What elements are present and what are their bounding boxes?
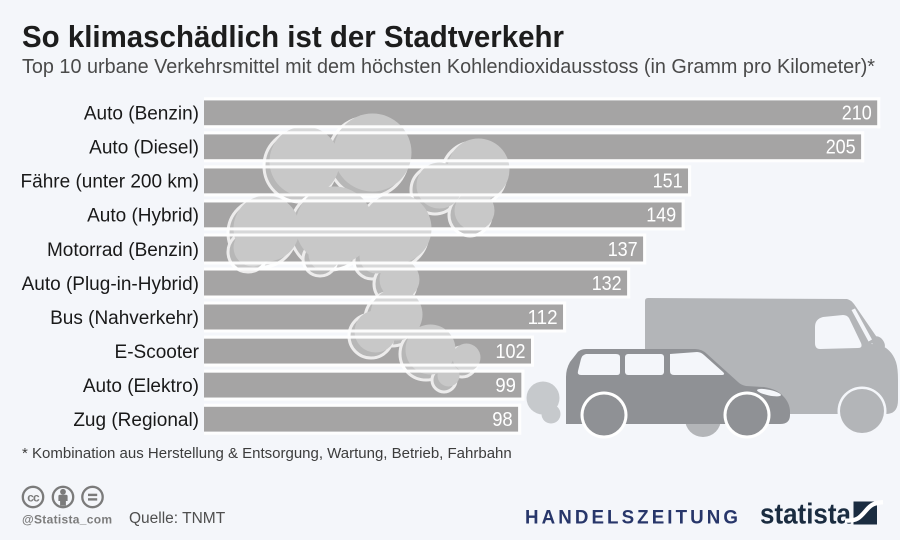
svg-text:statista: statista [760, 499, 852, 531]
svg-text:Bus (Nahverkehr): Bus (Nahverkehr) [50, 308, 199, 329]
svg-text:137: 137 [608, 239, 638, 261]
svg-text:205: 205 [826, 137, 856, 159]
svg-text:98: 98 [492, 409, 513, 431]
svg-text:210: 210 [842, 103, 872, 125]
svg-text:102: 102 [496, 341, 526, 363]
svg-text:Auto (Elektro): Auto (Elektro) [83, 376, 199, 397]
svg-text:Auto (Diesel): Auto (Diesel) [89, 138, 199, 159]
svg-text:149: 149 [646, 205, 676, 227]
svg-text:151: 151 [653, 171, 683, 193]
svg-text:132: 132 [592, 273, 622, 295]
svg-text:* Kombination aus Herstellung: * Kombination aus Herstellung & Entsorgu… [22, 445, 512, 462]
svg-text:99: 99 [495, 375, 516, 397]
svg-text:Zug (Regional): Zug (Regional) [73, 410, 199, 431]
svg-text:Auto (Benzin): Auto (Benzin) [84, 104, 199, 125]
svg-text:Top 10 urbane Verkehrsmittel m: Top 10 urbane Verkehrsmittel mit dem höc… [22, 56, 875, 78]
svg-text:E-Scooter: E-Scooter [115, 342, 200, 363]
svg-text:So klimaschädlich ist der Stad: So klimaschädlich ist der Stadtverkehr [22, 19, 564, 54]
svg-text:HANDELSZEITUNG: HANDELSZEITUNG [525, 507, 741, 529]
svg-text:Motorrad (Benzin): Motorrad (Benzin) [47, 240, 199, 261]
svg-text:Fähre (unter 200 km): Fähre (unter 200 km) [21, 172, 199, 193]
svg-text:Auto (Hybrid): Auto (Hybrid) [87, 206, 199, 227]
svg-text:112: 112 [528, 307, 558, 329]
svg-text:Quelle: TNMT: Quelle: TNMT [129, 510, 226, 527]
svg-text:cc: cc [27, 491, 40, 505]
svg-text:Auto (Plug-in-Hybrid): Auto (Plug-in-Hybrid) [22, 274, 199, 295]
svg-text:@Statista_com: @Statista_com [22, 513, 112, 527]
